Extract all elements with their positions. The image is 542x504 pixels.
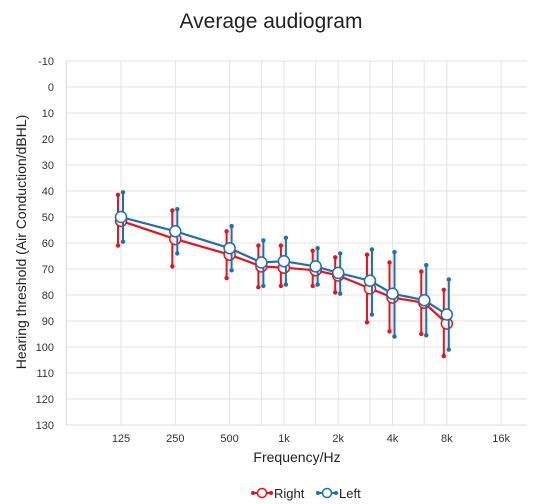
x-tick-label: 500 xyxy=(220,433,238,445)
error-bar-cap xyxy=(369,312,375,317)
error-bar-cap xyxy=(261,238,266,243)
data-point xyxy=(363,274,377,287)
x-tick-label: 16k xyxy=(492,433,510,445)
error-bar-cap xyxy=(315,246,320,251)
error-bar-cap xyxy=(446,277,451,282)
legend-marker xyxy=(321,487,333,499)
y-axis-ticks: -10 0 10 20 30 40 50 60 70 80 90 100 110 120 130 xyxy=(36,56,54,432)
error-bar-cap xyxy=(419,331,424,337)
data-point xyxy=(309,260,322,273)
y-tick-label: 40 xyxy=(42,186,54,198)
error-bar-cap xyxy=(256,285,261,290)
data-point xyxy=(255,256,268,269)
x-tick-label: 2k xyxy=(332,433,344,445)
error-bar-cap xyxy=(175,251,180,256)
error-bar-cap xyxy=(424,262,429,268)
error-bar-cap xyxy=(441,353,446,359)
x-tick-label: 8k xyxy=(441,433,453,445)
x-axis-ticks: 125 250 500 1k 2k 4k 8k 16k xyxy=(112,433,511,445)
series-left xyxy=(114,190,454,352)
legend-cap xyxy=(251,491,255,495)
y-tick-label: 0 xyxy=(48,82,54,94)
error-bar-cap xyxy=(333,290,338,295)
error-bar-cap xyxy=(224,275,229,281)
error-bar-cap xyxy=(229,223,234,229)
error-bar-cap xyxy=(175,207,180,212)
plot-area xyxy=(114,190,454,359)
x-tick-label: 250 xyxy=(166,433,184,445)
data-point xyxy=(277,254,291,268)
error-bar-cap xyxy=(369,247,375,252)
error-bar-cap xyxy=(120,239,126,244)
data-point xyxy=(331,266,345,280)
error-bar-cap xyxy=(338,251,343,256)
error-bar-cap xyxy=(338,291,343,296)
x-tick-label: 4k xyxy=(387,433,399,445)
y-tick-label: 130 xyxy=(36,420,54,432)
error-bar-cap xyxy=(387,329,392,334)
error-bar-cap xyxy=(261,283,266,289)
error-bar-cap xyxy=(364,252,370,257)
error-bar-cap xyxy=(229,268,234,273)
error-bar-cap xyxy=(333,255,338,260)
y-tick-label: 50 xyxy=(42,212,54,224)
y-tick-label: 120 xyxy=(36,394,54,406)
error-bar-cap xyxy=(387,260,392,265)
y-tick-label: 10 xyxy=(42,108,54,120)
data-point xyxy=(418,293,431,307)
y-tick-label: 30 xyxy=(42,160,54,172)
error-bar-cap xyxy=(283,282,289,287)
x-tick-label: 1k xyxy=(278,433,290,445)
error-bar-cap xyxy=(310,283,315,289)
error-bar-cap xyxy=(278,283,284,289)
error-bar-cap xyxy=(392,249,397,255)
legend-item-left: Left xyxy=(316,486,361,501)
legend-label: Left xyxy=(339,486,361,501)
x-axis-label: Frequency/Hz xyxy=(253,449,340,465)
data-point xyxy=(440,308,454,321)
error-bar-cap xyxy=(224,229,229,234)
data-point xyxy=(114,210,128,224)
error-bar-cap xyxy=(256,243,261,248)
y-tick-label: 70 xyxy=(42,264,54,276)
legend-item-right: Right xyxy=(251,486,305,501)
error-bar-cap xyxy=(441,287,446,292)
error-bar-cap xyxy=(315,282,320,287)
y-axis-label: Hearing threshold (Air Conduction/dBHL) xyxy=(13,115,29,369)
legend-cap xyxy=(269,491,273,495)
error-bar-cap xyxy=(120,190,126,195)
y-tick-label: 110 xyxy=(36,368,54,380)
y-tick-label: 100 xyxy=(36,342,54,354)
error-bar-cap xyxy=(170,208,175,213)
grid xyxy=(65,60,527,426)
data-point xyxy=(169,225,182,238)
error-bar-cap xyxy=(283,235,289,240)
y-tick-label: 60 xyxy=(42,238,54,250)
y-tick-label: 80 xyxy=(42,290,54,302)
legend-label: Right xyxy=(274,486,305,501)
y-tick-label: -10 xyxy=(38,56,54,68)
error-bar-cap xyxy=(364,320,370,325)
error-bar-cap xyxy=(278,243,284,248)
legend-cap xyxy=(334,491,338,495)
chart-title: Average audiogram xyxy=(180,10,363,33)
error-bar-cap xyxy=(419,269,424,274)
x-tick-label: 125 xyxy=(112,433,130,445)
error-bar-cap xyxy=(424,333,429,338)
error-bar-cap xyxy=(170,264,175,269)
error-bar-cap xyxy=(115,192,121,198)
error-bar-cap xyxy=(115,243,121,248)
data-point xyxy=(223,241,236,255)
error-bar-cap xyxy=(310,248,315,253)
error-bar-cap xyxy=(392,334,397,339)
legend-cap xyxy=(316,491,320,495)
legend: Right Left xyxy=(251,486,361,501)
legend-marker xyxy=(256,487,268,499)
error-bar-cap xyxy=(446,347,451,352)
y-tick-label: 20 xyxy=(42,134,54,146)
y-tick-label: 90 xyxy=(42,316,54,328)
data-point xyxy=(386,287,399,300)
